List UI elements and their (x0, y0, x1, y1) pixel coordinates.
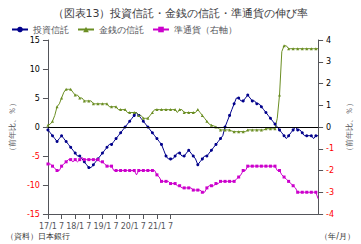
svg-text:-15: -15 (27, 210, 40, 219)
svg-text:7: 7 (86, 222, 91, 231)
svg-text:-5: -5 (32, 152, 40, 161)
svg-text:-4: -4 (326, 210, 334, 219)
svg-text:（資料）日本銀行: （資料）日本銀行 (6, 232, 70, 241)
svg-text:0: 0 (326, 123, 331, 132)
svg-text:1: 1 (326, 101, 331, 110)
svg-text:（年/月）: （年/月） (320, 232, 355, 241)
svg-text:17/1: 17/1 (39, 222, 57, 231)
svg-text:（前年比、％）: （前年比、％） (345, 99, 354, 155)
svg-text:18/1: 18/1 (66, 222, 84, 231)
svg-text:投資信託: 投資信託 (32, 25, 69, 35)
svg-text:19/1: 19/1 (93, 222, 111, 231)
svg-text:-10: -10 (27, 181, 40, 190)
svg-text:-3: -3 (326, 188, 334, 197)
svg-text:（図表13）投資信託・金銭の信託・準通貨の伸び率: （図表13）投資信託・金銭の信託・準通貨の伸び率 (53, 7, 309, 20)
svg-text:15: 15 (30, 36, 40, 45)
svg-text:7: 7 (114, 222, 119, 231)
svg-text:7: 7 (168, 222, 173, 231)
svg-text:3: 3 (326, 57, 331, 66)
svg-text:（前年比、％）: （前年比、％） (8, 99, 17, 155)
svg-text:-2: -2 (326, 166, 334, 175)
svg-text:準通貨（右軸）: 準通貨（右軸） (174, 25, 237, 35)
svg-text:2: 2 (326, 79, 331, 88)
svg-text:5: 5 (35, 94, 40, 103)
svg-text:20/1: 20/1 (121, 222, 139, 231)
svg-text:10: 10 (30, 65, 40, 74)
svg-text:0: 0 (35, 123, 40, 132)
svg-text:4: 4 (326, 36, 331, 45)
svg-text:21/1: 21/1 (148, 222, 166, 231)
svg-text:7: 7 (59, 222, 64, 231)
svg-text:7: 7 (141, 222, 146, 231)
svg-text:-1: -1 (326, 144, 334, 153)
svg-text:金銭の信託: 金銭の信託 (99, 25, 144, 35)
